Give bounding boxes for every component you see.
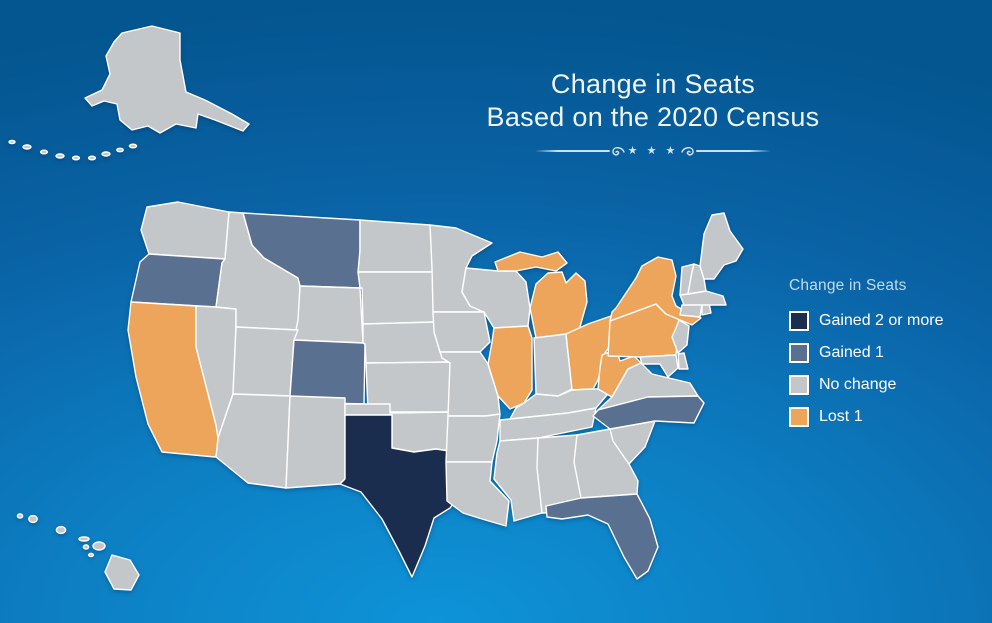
legend-label: Lost 1 (819, 408, 863, 425)
state-fl[interactable] (545, 493, 659, 580)
state-hi-island[interactable] (92, 541, 106, 551)
state-ct[interactable] (679, 303, 703, 318)
state-me[interactable] (699, 212, 744, 280)
divider-line-right (696, 150, 772, 152)
state-nd[interactable] (357, 219, 435, 273)
state-mi-upper[interactable] (494, 251, 568, 272)
legend-label: Gained 2 or more (819, 312, 944, 329)
state-mi-lower[interactable] (529, 271, 588, 339)
page-title: Change in Seats Based on the 2020 Census… (453, 68, 853, 159)
state-ak-island[interactable] (128, 143, 138, 149)
state-hi-island[interactable] (28, 514, 38, 524)
state-ut[interactable] (232, 326, 299, 397)
legend-item-lost-1: Lost 1 (789, 406, 944, 427)
title-line-1: Change in Seats (550, 69, 756, 99)
state-nj[interactable] (671, 319, 690, 354)
state-ak-island[interactable] (101, 151, 111, 157)
legend-label: Gained 1 (819, 344, 884, 361)
legend-label: No change (819, 376, 897, 393)
legend-swatch-gained-1 (789, 342, 809, 363)
state-de[interactable] (677, 352, 689, 370)
state-ak[interactable] (84, 25, 250, 134)
state-nc[interactable] (592, 395, 705, 430)
state-hi-island[interactable] (78, 536, 90, 542)
title-divider: ★ ★ ★ (535, 143, 772, 159)
state-wa[interactable] (140, 201, 230, 260)
state-ak-island[interactable] (71, 155, 81, 161)
state-ia[interactable] (432, 311, 491, 353)
state-la[interactable] (445, 461, 510, 527)
state-hi-island[interactable] (87, 552, 95, 558)
state-hi-island[interactable] (16, 513, 24, 519)
state-nm[interactable] (285, 395, 346, 489)
legend-item-gained-1: Gained 1 (789, 342, 944, 363)
state-or[interactable] (130, 253, 226, 308)
state-hi-island[interactable] (82, 544, 90, 550)
title-line-2: Based on the 2020 Census (486, 102, 820, 132)
legend-item-no-change: No change (789, 374, 944, 395)
state-ak-island[interactable] (55, 153, 65, 159)
legend-swatch-gained-2-or-more (789, 310, 809, 331)
state-ak-island[interactable] (8, 139, 16, 145)
legend-swatch-lost-1 (789, 406, 809, 427)
state-ak-island[interactable] (87, 155, 97, 161)
state-ak-island[interactable] (116, 147, 124, 153)
state-wy[interactable] (293, 285, 364, 344)
state-hi-island[interactable] (55, 525, 67, 535)
swirl-right-icon (681, 147, 695, 156)
legend-swatch-no-change (789, 374, 809, 395)
state-hi-island[interactable] (104, 554, 140, 591)
legend-title: Change in Seats (789, 277, 907, 294)
state-md[interactable] (639, 354, 679, 378)
state-il[interactable] (487, 325, 533, 410)
state-ak-island[interactable] (39, 149, 49, 155)
legend: Change in Seats Gained 2 or more Gained … (789, 277, 944, 439)
stars-ornament: ★ ★ ★ (627, 145, 679, 157)
state-tx[interactable] (339, 414, 464, 578)
divider-line-left (535, 150, 610, 152)
legend-item-gained-2-or-more: Gained 2 or more (789, 310, 944, 331)
state-ny[interactable] (609, 256, 702, 326)
state-co[interactable] (287, 339, 366, 405)
swirl-left-icon (611, 147, 625, 156)
state-ar[interactable] (445, 413, 501, 463)
state-ak-island[interactable] (22, 144, 32, 150)
state-sd[interactable] (357, 271, 437, 325)
